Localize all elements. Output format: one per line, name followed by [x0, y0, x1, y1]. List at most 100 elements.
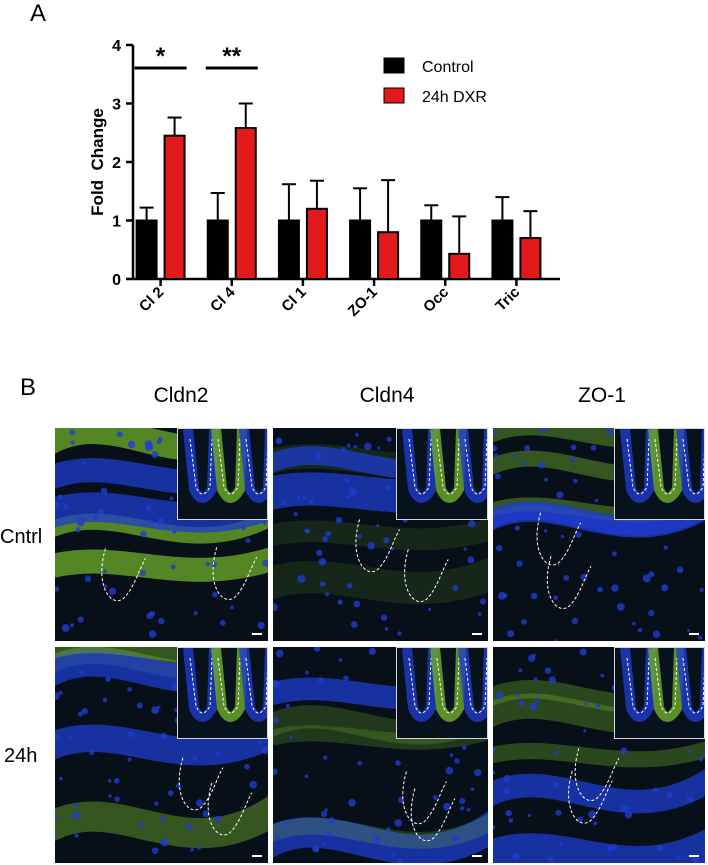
nucleus: [573, 478, 578, 484]
crypt-outline: [212, 547, 258, 600]
nucleus: [325, 530, 332, 537]
nucleus: [570, 457, 576, 463]
tissue-band: [273, 557, 488, 605]
nucleus: [452, 585, 459, 591]
nucleus: [145, 505, 152, 512]
nucleus: [167, 790, 174, 796]
nucleus: [524, 445, 531, 452]
nucleus: [474, 768, 482, 777]
nucleus: [314, 453, 322, 460]
inset-crypt: [458, 648, 487, 722]
micrograph-inset-cldn2-cntrl: [177, 428, 268, 520]
nucleus: [297, 575, 306, 583]
nucleus: [108, 794, 112, 798]
nucleus: [169, 496, 174, 501]
nucleus: [116, 431, 123, 438]
nucleus: [432, 794, 438, 800]
nucleus: [507, 630, 515, 638]
scale-bar: [252, 855, 262, 857]
nucleus: [692, 856, 700, 863]
nucleus: [316, 549, 323, 557]
nucleus: [685, 795, 689, 799]
x-tick-label: Cl 4: [207, 283, 239, 315]
nucleus: [553, 639, 557, 641]
nucleus: [346, 443, 351, 448]
nucleus: [575, 531, 582, 538]
nucleus: [653, 787, 659, 794]
nucleus: [324, 808, 328, 812]
nucleus: [76, 518, 85, 527]
nucleus: [606, 428, 613, 436]
tissue-band: [493, 497, 705, 538]
nucleus: [347, 582, 353, 589]
nucleus: [463, 547, 467, 551]
inset-crypt: [620, 429, 656, 503]
inset-crypt: [183, 429, 219, 503]
nucleus: [493, 429, 497, 434]
nucleus: [522, 461, 527, 466]
nucleus: [468, 520, 476, 528]
nucleus: [108, 587, 117, 595]
column-label-zo1: ZO-1: [578, 384, 626, 407]
nucleus: [348, 487, 357, 496]
nucleus: [495, 691, 504, 699]
nucleus: [205, 561, 210, 567]
nucleus: [512, 852, 520, 861]
nucleus: [676, 566, 684, 574]
nucleus: [175, 783, 181, 789]
nucleus: [216, 751, 221, 756]
nucleus: [596, 703, 601, 708]
nucleus: [75, 527, 81, 533]
nucleus: [493, 825, 496, 830]
nucleus: [558, 842, 563, 847]
inset-crypt: [676, 648, 704, 722]
nucleus: [428, 607, 432, 611]
nucleus: [461, 745, 467, 750]
micrograph-inset-cldn4-cntrl: [396, 428, 488, 520]
nucleus: [642, 574, 651, 583]
nucleus: [538, 462, 545, 469]
nucleus: [580, 573, 588, 581]
y-tick-label: 2: [112, 155, 121, 172]
nucleus: [79, 670, 84, 675]
nucleus: [192, 756, 197, 761]
nucleus: [534, 697, 540, 703]
nucleus: [620, 805, 627, 812]
nucleus: [594, 498, 599, 503]
inset-crypt: [648, 429, 684, 503]
nucleus: [521, 618, 527, 625]
nucleus: [58, 690, 63, 696]
scale-bar: [472, 633, 482, 635]
nucleus: [82, 461, 86, 465]
scale-bar: [689, 633, 699, 635]
nucleus: [612, 551, 617, 557]
crypt-outline: [178, 757, 224, 811]
nucleus: [495, 473, 501, 480]
nucleus: [397, 858, 403, 863]
bar-24h-dxr: [234, 127, 257, 280]
nucleus: [386, 436, 392, 442]
nucleus: [698, 756, 704, 762]
nucleus: [380, 614, 388, 621]
nucleus: [148, 519, 154, 524]
nucleus: [391, 853, 396, 857]
crypt-outline: [402, 771, 447, 825]
tissue-band: [55, 795, 268, 849]
nucleus: [245, 537, 251, 544]
x-tick-label: ZO-1: [345, 284, 381, 320]
nucleus: [477, 612, 482, 617]
inset-crypt: [183, 648, 219, 722]
nucleus: [503, 788, 510, 795]
nucleus: [543, 529, 548, 533]
nucleus: [140, 530, 147, 538]
nucleus: [69, 623, 75, 628]
nucleus: [367, 542, 375, 550]
nucleus: [508, 818, 514, 823]
nucleus: [55, 692, 60, 700]
nucleus: [77, 616, 84, 623]
nucleus: [230, 605, 234, 610]
nucleus: [611, 584, 619, 592]
nucleus: [544, 667, 552, 674]
legend-swatch: [383, 57, 405, 74]
nucleus: [74, 833, 79, 838]
